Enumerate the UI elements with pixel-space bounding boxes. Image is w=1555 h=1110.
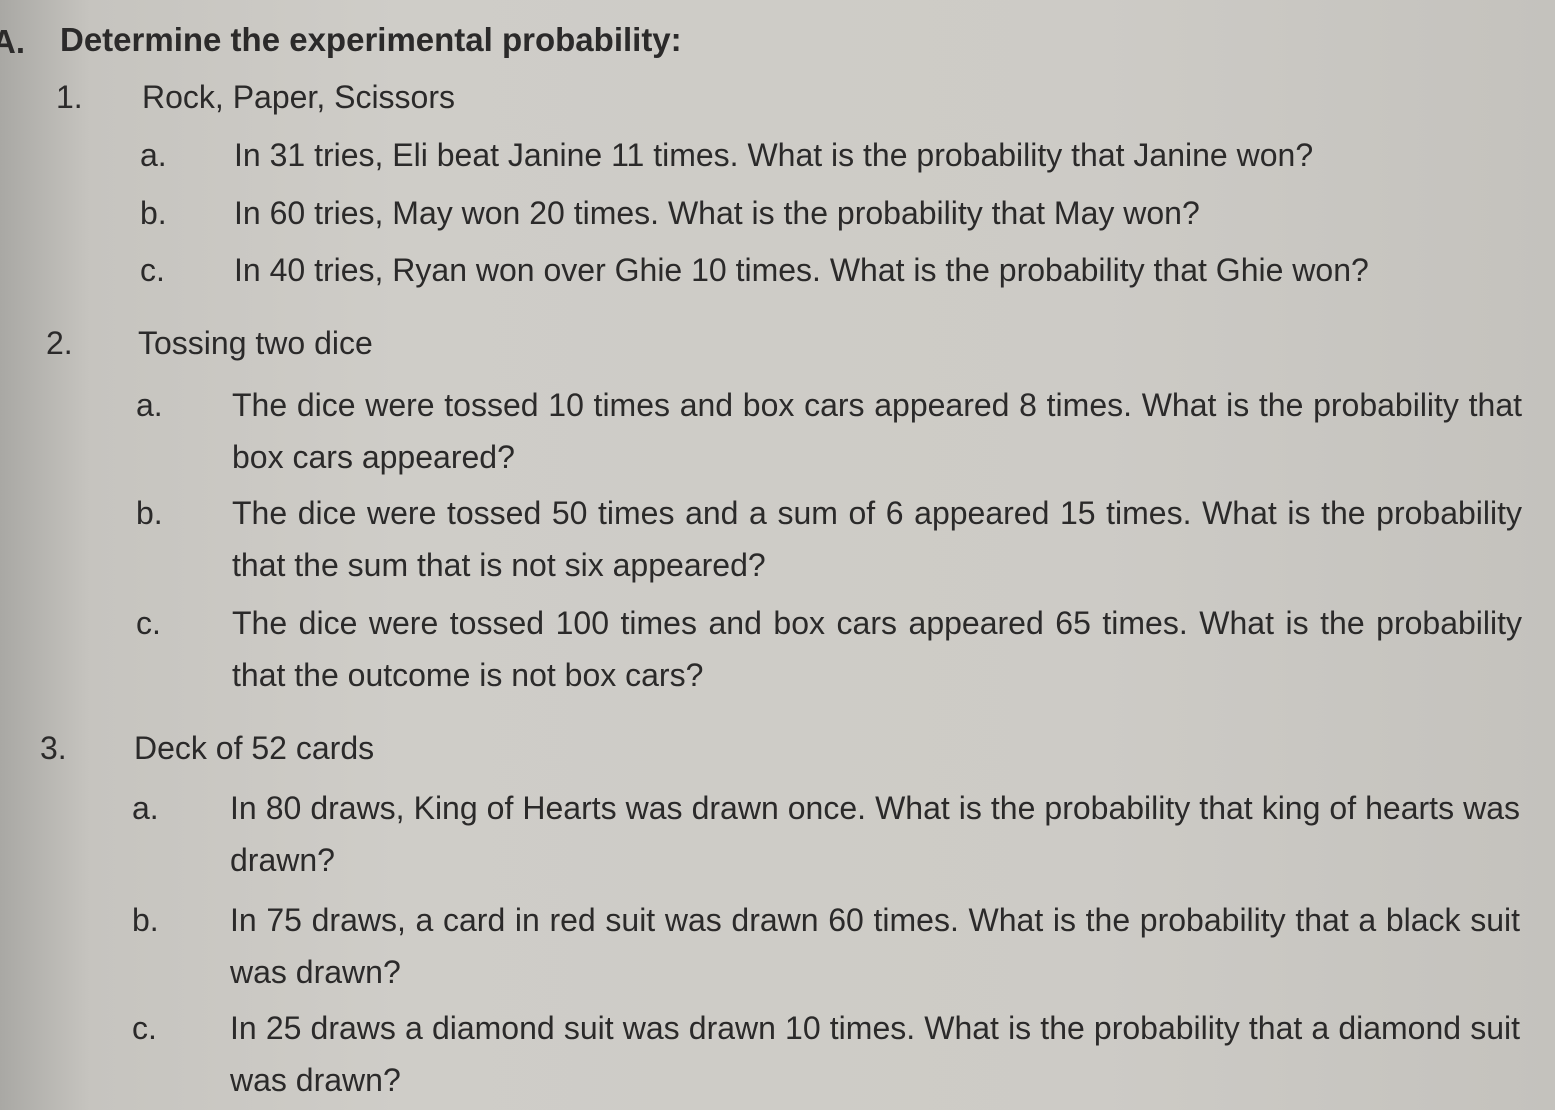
item-letter: c. [140, 252, 165, 288]
section-title: Tossing two dice [138, 325, 373, 361]
section-title: Deck of 52 cards [134, 730, 375, 766]
item-letter: a. [136, 387, 163, 423]
item-letter: c. [132, 1010, 157, 1046]
item-text: In 75 draws, a card in red suit was draw… [230, 902, 1520, 990]
item-letter: b. [132, 902, 159, 938]
section-number: 2. [46, 325, 73, 361]
item-text: In 40 tries, Ryan won over Ghie 10 times… [234, 252, 1369, 288]
item-text: The dice were tossed 50 times and a sum … [232, 495, 1522, 583]
item-letter: a. [132, 790, 159, 826]
item-text: The dice were tossed 10 times and box ca… [232, 387, 1522, 475]
section-number: 1. [56, 79, 83, 115]
heading: Determine the experimental probability: [60, 21, 682, 58]
item-text: In 31 tries, Eli beat Janine 11 times. W… [234, 137, 1314, 173]
item-text: The dice were tossed 100 times and box c… [232, 605, 1522, 693]
section-marker: A. [0, 23, 25, 60]
item-letter: b. [136, 495, 163, 531]
item-letter: b. [140, 195, 167, 231]
item-letter: a. [140, 137, 167, 173]
section-number: 3. [40, 730, 67, 766]
item-text: In 25 draws a diamond suit was drawn 10 … [230, 1010, 1520, 1098]
item-letter: c. [136, 605, 161, 641]
item-text: In 80 draws, King of Hearts was drawn on… [230, 790, 1520, 878]
item-text: In 60 tries, May won 20 times. What is t… [234, 195, 1200, 231]
section-title: Rock, Paper, Scissors [142, 79, 455, 115]
